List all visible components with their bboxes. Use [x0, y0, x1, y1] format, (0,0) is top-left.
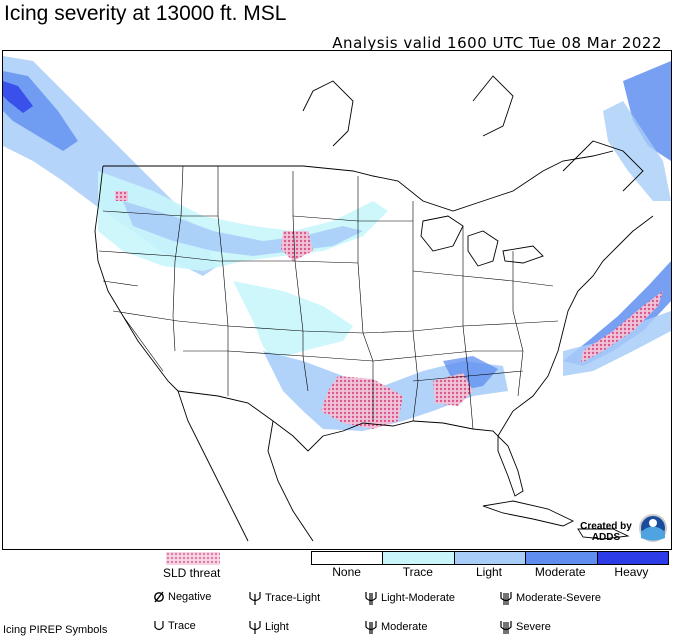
trace-light-icon: [249, 592, 261, 605]
pirep-trace: Trace: [153, 619, 196, 633]
sld-patch-washington: [115, 191, 128, 201]
sld-threat-label: SLD threat: [163, 566, 221, 580]
icing-region-northwest-heavy: [3, 81, 33, 113]
analysis-valid-time: Analysis valid 1600 UTC Tue 08 Mar 2022: [332, 34, 662, 52]
sld-patch-alabama: [433, 373, 473, 406]
icing-region-atlantic-light: [563, 311, 671, 376]
sld-patch-atlantic: [581, 291, 663, 363]
country-outlines: [94, 75, 654, 542]
legend-label-none: None: [332, 565, 361, 579]
badge-adds: ADDS: [592, 532, 621, 543]
sld-patch-dakotas: [281, 231, 313, 261]
legend-swatch-none: [312, 552, 384, 564]
map-title: Icing severity at 13000 ft. MSL: [4, 2, 287, 25]
pirep-section-title: Icing PIREP Symbols: [3, 624, 108, 636]
icing-region-northeast-light: [603, 101, 671, 201]
pirep-label-light: Light: [265, 621, 289, 633]
icing-region-northeast: [623, 61, 671, 161]
pirep-label-moderate-severe: Moderate-Severe: [516, 592, 601, 604]
light-icon: [249, 621, 261, 634]
pirep-moderate: Moderate: [364, 619, 427, 635]
state-outlines: [98, 165, 559, 430]
severe-icon: [500, 621, 512, 634]
legend-label-trace: Trace: [402, 565, 433, 579]
moderate-icon: [365, 621, 377, 634]
legend-label-heavy: Heavy: [614, 565, 649, 579]
moderate-severe-icon: [500, 592, 512, 605]
pirep-label-severe: Severe: [516, 621, 551, 633]
pirep-negative: Negative: [153, 590, 211, 604]
pirep-severe: Severe: [499, 619, 551, 635]
pirep-label-light-moderate: Light-Moderate: [381, 592, 455, 604]
negative-icon: [154, 591, 164, 603]
pirep-light-moderate: Light-Moderate: [364, 590, 455, 606]
pirep-trace-light: Trace-Light: [248, 590, 320, 606]
icing-field-layer: [3, 56, 671, 431]
legend-swatch-trace: [383, 552, 455, 564]
trace-icon: [154, 621, 164, 631]
sld-patch-texas-louisiana: [321, 376, 403, 429]
legend-swatch-heavy: [597, 552, 669, 564]
severity-labels: None Trace Light Moderate Heavy: [311, 565, 667, 579]
icing-region-atlantic: [563, 261, 671, 366]
sld-threat-swatch: [166, 552, 220, 565]
legend-swatch-light: [454, 552, 527, 564]
pirep-label-moderate: Moderate: [381, 621, 428, 633]
light-moderate-icon: [365, 592, 377, 605]
noaa-badge: Created by ADDS: [580, 514, 667, 543]
severity-color-bar: [311, 551, 669, 565]
legend-label-moderate: Moderate: [534, 565, 586, 579]
legend-label-light: Light: [475, 565, 503, 579]
pirep-label-trace: Trace: [168, 620, 196, 632]
sld-threat-layer: [115, 191, 663, 429]
badge-created-by: Created by: [580, 521, 632, 532]
pirep-moderate-severe: Moderate-Severe: [499, 590, 601, 606]
pirep-light: Light: [248, 619, 289, 635]
pirep-label-negative: Negative: [168, 591, 212, 603]
icing-region-central: [233, 281, 353, 361]
legend-swatch-moderate: [526, 552, 598, 564]
icing-map: Created by ADDS: [2, 50, 672, 550]
pirep-label-trace-light: Trace-Light: [265, 592, 321, 604]
